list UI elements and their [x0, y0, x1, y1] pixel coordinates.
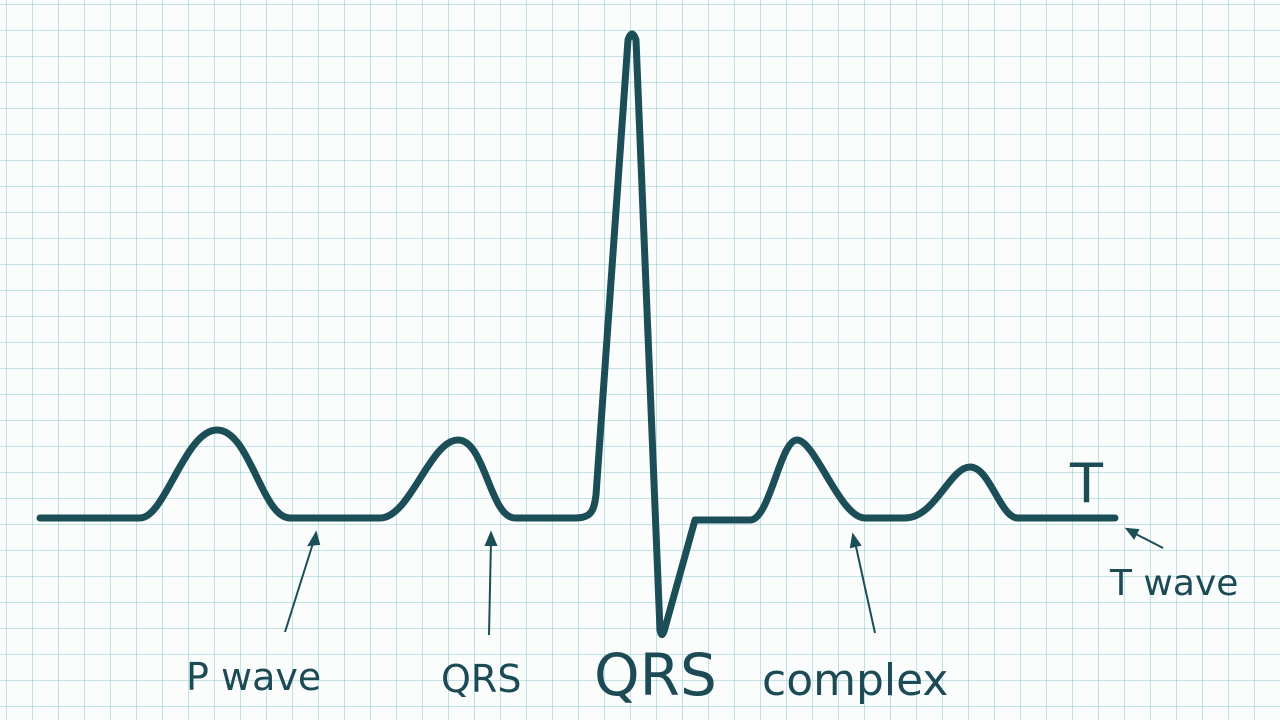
arrow: [488, 539, 492, 636]
label-t: T: [1069, 452, 1104, 515]
arrow-head: [307, 530, 321, 547]
ecg-trace: [36, 30, 1119, 638]
arrows: [284, 527, 1164, 636]
label-complex: complex: [762, 655, 948, 706]
label-p-wave: P wave: [186, 655, 321, 699]
arrow: [284, 539, 315, 633]
arrow-head: [484, 530, 498, 546]
arrow: [1131, 531, 1164, 549]
label-qrs: QRS: [441, 657, 521, 701]
label-t-wave: T wave: [1109, 563, 1238, 604]
arrow-head: [849, 532, 862, 549]
label-qrs-large: QRS: [594, 641, 717, 709]
arrow: [854, 541, 876, 634]
arrow-head: [1124, 527, 1140, 540]
